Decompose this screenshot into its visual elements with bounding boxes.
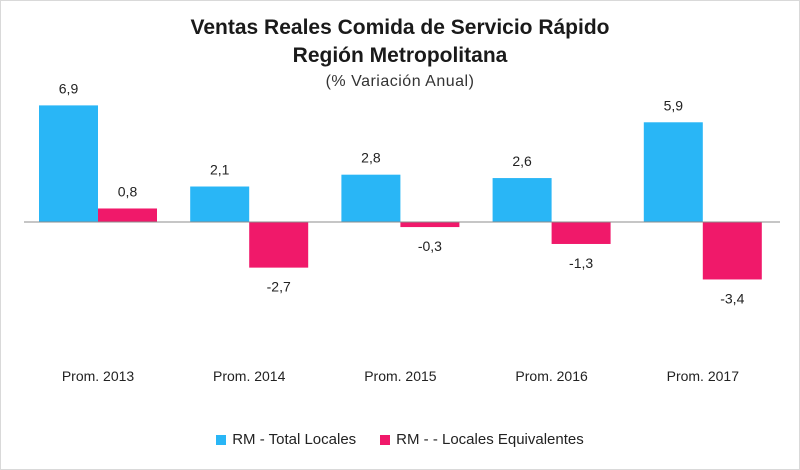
- category-label-prom-2017: Prom. 2017: [667, 368, 740, 384]
- data-label-rm-locales-equivalentes-prom-2016: -1,3: [569, 255, 593, 271]
- chart-title-line-1: Ventas Reales Comida de Servicio Rápido: [190, 16, 610, 39]
- category-label-prom-2016: Prom. 2016: [515, 368, 588, 384]
- category-label-prom-2015: Prom. 2015: [364, 368, 437, 384]
- data-label-rm-locales-equivalentes-prom-2013: 0,8: [118, 183, 138, 199]
- bar-rm-locales-equivalentes-prom-2017: [702, 222, 762, 280]
- bar-rm-locales-equivalentes-prom-2013: [98, 208, 157, 222]
- data-label-rm-locales-equivalentes-prom-2014: -2,7: [267, 279, 291, 295]
- bar-rm-total-locales-prom-2015: [341, 174, 401, 222]
- legend-label-total-locales: RM - Total Locales: [232, 431, 357, 448]
- legend-item-total-locales: RM - Total Locales: [216, 431, 356, 448]
- data-label-rm-locales-equivalentes-prom-2017: -3,4: [720, 290, 744, 306]
- bar-rm-locales-equivalentes-prom-2014: [249, 222, 309, 268]
- data-label-rm-total-locales-prom-2016: 2,6: [512, 153, 532, 169]
- bar-rm-total-locales-prom-2017: [643, 122, 703, 222]
- chart-subtitle: (% Variación Anual): [325, 73, 475, 90]
- data-label-rm-locales-equivalentes-prom-2015: -0,3: [418, 238, 442, 254]
- bar-rm-total-locales-prom-2013: [39, 105, 98, 222]
- data-label-rm-total-locales-prom-2017: 5,9: [664, 97, 684, 113]
- legend-label-locales-equivalentes: RM - - Locales Equivalentes: [396, 431, 584, 448]
- chart-legend: RM - Total Locales RM - - Locales Equiva…: [0, 431, 800, 448]
- category-label-prom-2013: Prom. 2013: [62, 368, 135, 384]
- data-label-rm-total-locales-prom-2014: 2,1: [210, 162, 230, 178]
- bar-rm-locales-equivalentes-prom-2015: [400, 222, 460, 228]
- bar-rm-locales-equivalentes-prom-2016: [551, 222, 611, 244]
- chart-header: Ventas Reales Comida de Servicio Rápido …: [0, 14, 800, 94]
- chart-title-line-2: Región Metropolitana: [292, 44, 508, 67]
- legend-swatch-total-locales: [216, 434, 227, 445]
- legend-swatch-locales-equivalentes: [380, 434, 391, 445]
- legend-item-locales-equivalentes: RM - - Locales Equivalentes: [380, 431, 584, 448]
- data-label-rm-total-locales-prom-2015: 2,8: [361, 150, 381, 166]
- bar-rm-total-locales-prom-2014: [190, 186, 250, 222]
- category-label-prom-2014: Prom. 2014: [213, 368, 286, 384]
- bar-rm-total-locales-prom-2016: [492, 178, 552, 222]
- data-label-rm-total-locales-prom-2013: 6,9: [59, 80, 79, 96]
